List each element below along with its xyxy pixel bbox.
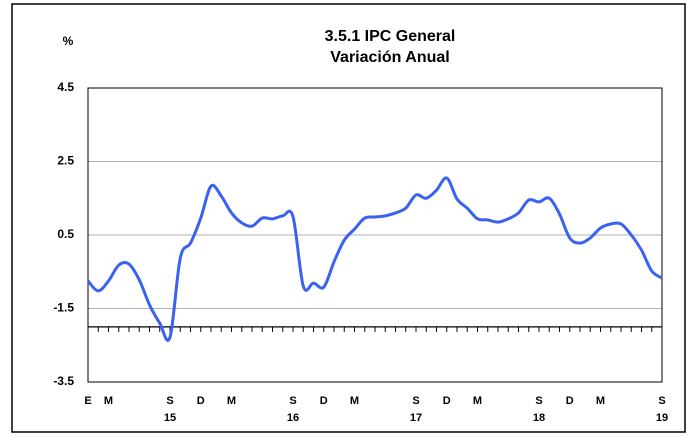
x-tick-label: D — [197, 395, 205, 407]
x-tick-label: S — [658, 395, 665, 407]
x-tick-label: M — [596, 395, 605, 407]
plot-area — [87, 87, 663, 383]
x-tick-label: M — [227, 395, 236, 407]
y-tick-label: -1.5 — [53, 301, 74, 315]
x-year-label: 17 — [410, 412, 422, 424]
y-tick-label: 0.5 — [57, 227, 74, 241]
y-tick-label: -3.5 — [53, 374, 74, 388]
y-axis-label: % — [63, 34, 74, 48]
x-year-label: 16 — [287, 412, 299, 424]
x-year-label: 18 — [533, 412, 545, 424]
chart-subtitle: Variación Anual — [330, 49, 449, 66]
x-tick-label: D — [320, 395, 328, 407]
x-tick-label: S — [535, 395, 542, 407]
x-tick-label: E — [84, 395, 91, 407]
y-tick-label: 2.5 — [57, 154, 74, 168]
x-tick-label: M — [350, 395, 359, 407]
x-tick-label: D — [566, 395, 574, 407]
chart-frame — [11, 3, 686, 433]
x-tick-label: D — [443, 395, 451, 407]
chart-title: 3.5.1 IPC General — [325, 28, 456, 45]
x-tick-label: M — [473, 395, 482, 407]
y-tick-label: 4.5 — [57, 80, 74, 94]
x-year-label: 15 — [164, 412, 176, 424]
x-year-label: 19 — [656, 412, 668, 424]
series-line — [86, 176, 663, 342]
x-tick-label: S — [166, 395, 173, 407]
x-tick-label: S — [289, 395, 296, 407]
x-tick-label: M — [104, 395, 113, 407]
x-tick-label: S — [412, 395, 419, 407]
